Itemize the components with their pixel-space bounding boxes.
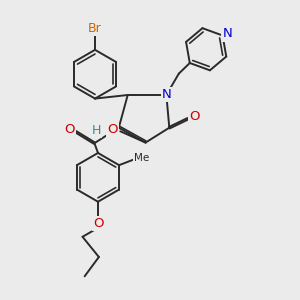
Text: Br: Br [88, 22, 102, 35]
Text: O: O [93, 217, 104, 230]
Text: H: H [92, 124, 101, 137]
Text: O: O [107, 123, 118, 136]
Text: O: O [189, 110, 200, 123]
Text: Me: Me [134, 153, 149, 163]
Text: N: N [222, 28, 232, 40]
Text: N: N [162, 88, 172, 101]
Text: O: O [64, 123, 75, 136]
